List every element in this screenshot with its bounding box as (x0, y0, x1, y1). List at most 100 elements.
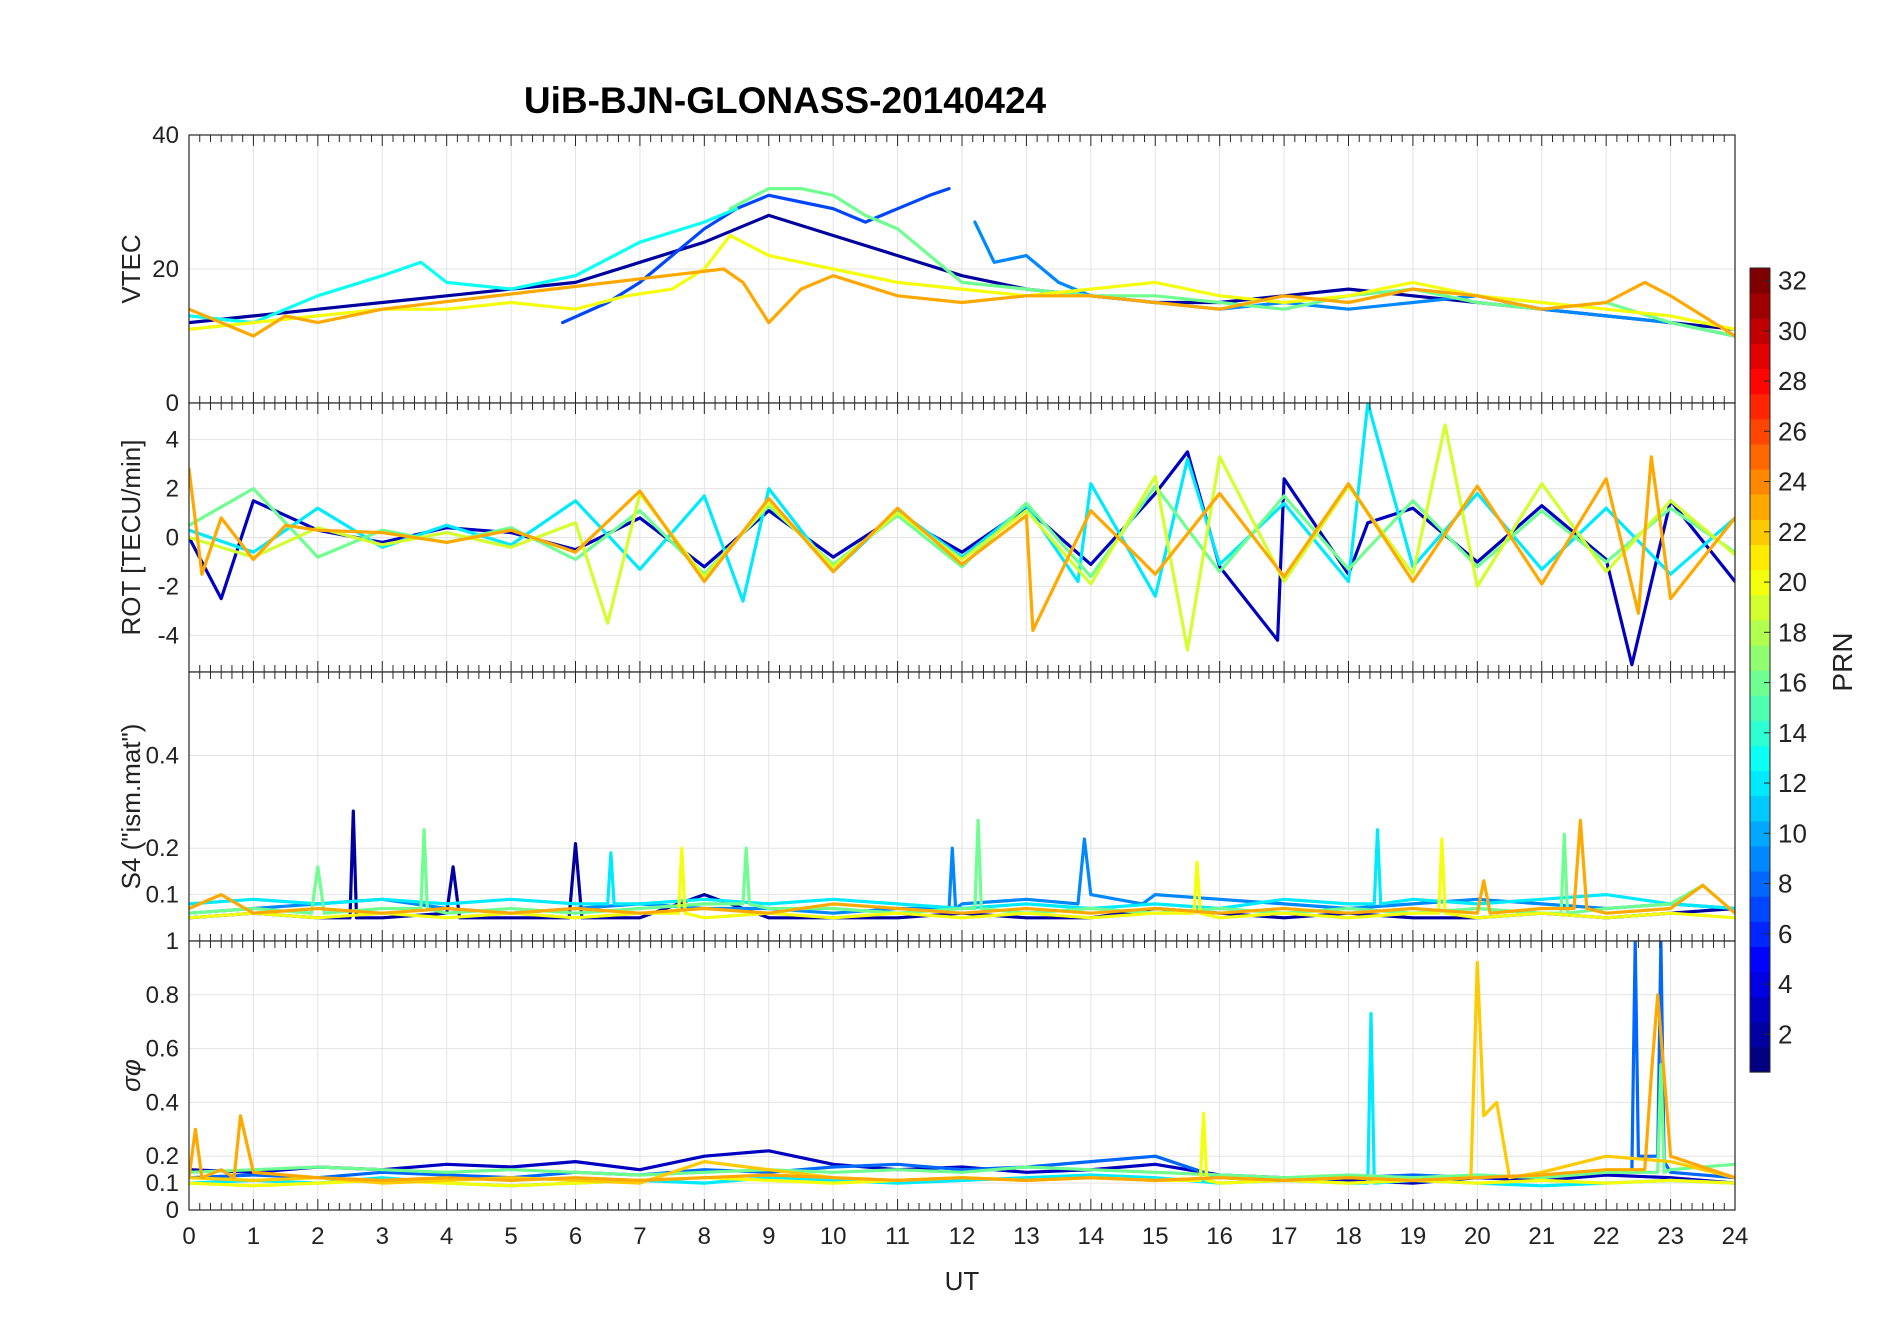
colorbar-segment (1750, 494, 1770, 520)
x-axis-label: UT (945, 1266, 980, 1296)
x-tick-label: 13 (1013, 1223, 1040, 1250)
s4-panel-ytick-label: 0.4 (146, 742, 179, 769)
vtec-panel: 0 20 40 VTEC (116, 122, 1736, 417)
colorbar-segment (1750, 971, 1770, 998)
colorbar-segment (1750, 720, 1770, 746)
sigma-phi-panel-ytick-label: 0.2 (146, 1143, 179, 1170)
vtec-panel-ytick-label: 20 (152, 256, 179, 283)
series-prn-16 (189, 1063, 1735, 1180)
x-tick-label: 0 (182, 1223, 195, 1250)
colorbar-segment (1750, 896, 1770, 922)
chart-title: UiB-BJN-GLONASS-20140424 (524, 80, 1047, 121)
colorbar-segment (1750, 569, 1770, 596)
sigma-phi-panel-ytick-label: 0 (166, 1197, 179, 1224)
colorbar-segment (1750, 644, 1770, 671)
x-tick-label: 8 (698, 1223, 711, 1250)
s4-panel-ytick-label: 0.2 (146, 835, 179, 862)
vtec-panel-ytick-label: 40 (152, 122, 179, 149)
colorbar-tick-label: 30 (1778, 316, 1807, 346)
rot-panel-ytick-label: -4 (158, 622, 179, 649)
colorbar-segment (1750, 469, 1770, 495)
colorbar-label: PRN (1827, 632, 1858, 691)
x-tick-label: 11 (885, 1223, 910, 1250)
colorbar-tick-label: 6 (1778, 919, 1792, 949)
colorbar-tick-label: 14 (1778, 718, 1807, 748)
x-axis: UT 0 1 2 3 4 5 6 7 8 9 10 11 12 13 14 15 16 17 18 19 20 21 22 2… (182, 1223, 1748, 1296)
colorbar-segment (1750, 820, 1770, 847)
colorbar-segment (1750, 544, 1770, 571)
colorbar-tick-label: 2 (1778, 1019, 1792, 1049)
x-tick-label: 22 (1593, 1223, 1620, 1250)
colorbar-segment (1750, 318, 1770, 344)
colorbar-segment (1750, 795, 1770, 822)
x-tick-label: 4 (440, 1223, 453, 1250)
colorbar-tick-label: 10 (1778, 818, 1807, 848)
colorbar-tick-label: 26 (1778, 416, 1807, 446)
colorbar-segment (1750, 996, 1770, 1023)
x-tick-label: 3 (376, 1223, 389, 1250)
sigma-phi-panel-ytick-label: 0.6 (146, 1036, 179, 1063)
colorbar-segment (1750, 695, 1770, 721)
colorbar-segment (1750, 443, 1770, 470)
colorbar-segment (1750, 871, 1770, 897)
colorbar-segment (1750, 519, 1770, 545)
sigma-phi-panel-ytick-label: 1 (166, 928, 179, 955)
vtec-panel-axis-label: VTEC (116, 234, 146, 303)
rot-panel: -4 -2 0 2 4 ROT [TECU/min] (116, 402, 1736, 673)
colorbar-tick-label: 18 (1778, 617, 1807, 647)
colorbar-tick-label: 28 (1778, 366, 1807, 396)
s4-panel: 0.1 0.2 0.4S4 ("ism.mat") (116, 671, 1736, 942)
series-prn-23 (189, 818, 1735, 915)
colorbar-tick-label: 8 (1778, 869, 1792, 899)
x-tick-label: 2 (311, 1223, 324, 1250)
colorbar-tick-label: 32 (1778, 266, 1807, 296)
colorbar-segment (1750, 770, 1770, 797)
x-tick-label: 20 (1464, 1223, 1491, 1250)
series-prn-23 (189, 267, 1735, 338)
x-tick-label: 14 (1077, 1223, 1104, 1250)
rot-panel-axis-label: ROT [TECU/min] (116, 440, 146, 636)
x-tick-label: 5 (504, 1223, 517, 1250)
colorbar-segment (1750, 393, 1770, 420)
series-prn-23 (189, 455, 1735, 633)
colorbar-segment (1750, 268, 1770, 294)
colorbar-segment (1750, 670, 1770, 696)
colorbar-segment (1750, 343, 1770, 370)
x-tick-label: 9 (762, 1223, 775, 1250)
x-tick-label: 21 (1528, 1223, 1555, 1250)
x-tick-label: 10 (820, 1223, 847, 1250)
sigma-phi-panel-ytick-label: 0.4 (146, 1089, 179, 1116)
x-tick-label: 19 (1400, 1223, 1427, 1250)
sigma-phi-panel: 00.10.2 0.4 0.6 0.8 1 σφ (116, 928, 1736, 1224)
x-tick-label: 18 (1335, 1223, 1362, 1250)
x-tick-label: 7 (633, 1223, 646, 1250)
x-tick-label: 17 (1271, 1223, 1298, 1250)
colorbar-segment (1750, 418, 1770, 445)
colorbar-tick-label: 24 (1778, 467, 1807, 497)
s4-panel-ytick-label: 0.1 (146, 882, 179, 909)
sigma-phi-panel-series-group (189, 941, 1735, 1188)
series-prn-23 (189, 993, 1735, 1183)
series-prn-7 (560, 187, 951, 325)
rot-panel-series-group (189, 403, 1735, 667)
colorbar-segment (1750, 293, 1770, 319)
sigma-phi-panel-ytick-label: 0.8 (146, 982, 179, 1009)
rot-panel-ytick-label: 0 (166, 525, 179, 552)
colorbar-segment (1750, 619, 1770, 646)
colorbar-frame (1749, 267, 1771, 1073)
colorbar-tick-label: 4 (1778, 969, 1792, 999)
colorbar-segment (1750, 1046, 1770, 1073)
rot-panel-ytick-label: 2 (166, 476, 179, 503)
vtec-panel-ytick-label: 0 (166, 390, 179, 417)
x-tick-label: 1 (247, 1223, 260, 1250)
x-tick-label: 15 (1142, 1223, 1169, 1250)
series-prn-13 (189, 207, 739, 325)
series-prn-2 (189, 809, 1735, 920)
s4-axis-label: S4 ("ism.mat") (116, 724, 146, 890)
colorbar-tick-label: 16 (1778, 668, 1807, 698)
colorbar-segment (1750, 845, 1770, 872)
colorbar-tick-label: 22 (1778, 517, 1807, 547)
colorbar-segment (1750, 946, 1770, 973)
